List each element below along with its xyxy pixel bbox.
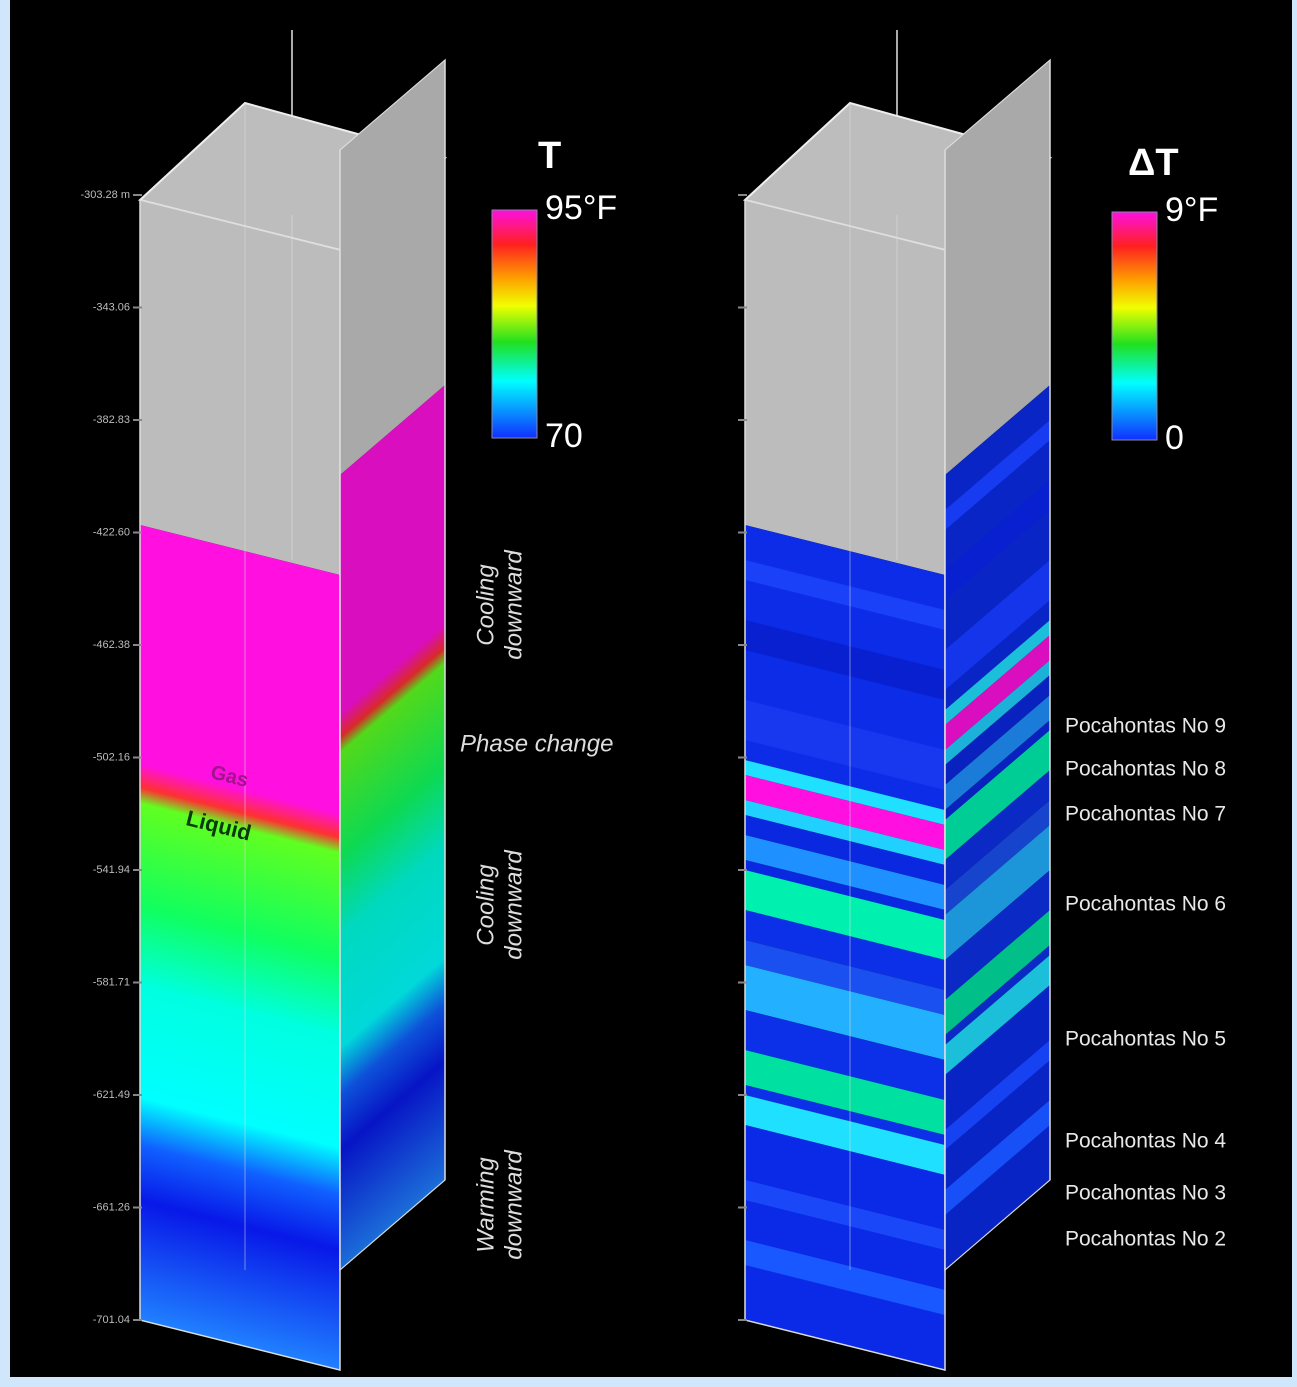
depth-label: -701.04	[93, 1314, 130, 1326]
depth-label: -541.94	[93, 864, 130, 876]
annotation: downward	[500, 1150, 527, 1260]
legend-max: 9°F	[1165, 191, 1218, 229]
legend-min: 0	[1165, 419, 1184, 457]
column-delta	[745, 30, 1050, 1370]
side-face	[945, 60, 1050, 1270]
depth-label: -382.83	[93, 414, 130, 426]
legend-max: 95°F	[545, 189, 617, 227]
legend-title: ΔT	[1128, 142, 1179, 184]
gray-section	[745, 200, 945, 575]
temperature-section	[140, 525, 340, 1370]
seam-label: Pocahontas No 6	[1065, 893, 1226, 916]
depth-label: -502.16	[93, 751, 130, 763]
annotation: Warming	[472, 1157, 499, 1253]
annotation: downward	[500, 850, 527, 960]
colorbar	[492, 210, 537, 438]
gray-section	[140, 200, 340, 575]
depth-label: -661.26	[93, 1201, 130, 1213]
temperature-section	[340, 385, 445, 1270]
depth-label: -462.38	[93, 639, 130, 651]
depth-label: -422.60	[93, 526, 130, 538]
seam-label: Pocahontas No 2	[1065, 1228, 1226, 1251]
seam-label: Pocahontas No 9	[1065, 715, 1226, 738]
seam-label: Pocahontas No 5	[1065, 1028, 1226, 1051]
annotation: downward	[500, 550, 527, 660]
page: T 95°F 70 ΔT 9°F 0 Gas Liquid -303.28 m-…	[0, 0, 1297, 1387]
depth-label: -303.28 m	[80, 189, 130, 201]
seam-label: Pocahontas No 4	[1065, 1130, 1226, 1153]
annotation: Cooling	[472, 864, 499, 946]
legend-min: 70	[545, 417, 583, 455]
seam-label: Pocahontas No 8	[1065, 758, 1226, 781]
front-face	[745, 200, 945, 1370]
depth-label: -343.06	[93, 301, 130, 313]
colorbar	[1112, 212, 1157, 440]
depth-label: -621.49	[93, 1089, 130, 1101]
side-face	[340, 60, 445, 1270]
seam-label: Pocahontas No 7	[1065, 803, 1226, 826]
annotation: Cooling	[472, 564, 499, 646]
figure: T 95°F 70 ΔT 9°F 0 Gas Liquid -303.28 m-…	[0, 0, 1297, 1387]
annotation: Phase change	[460, 730, 613, 757]
legend-title: T	[538, 135, 561, 177]
column-temperature	[140, 30, 445, 1370]
seam-label: Pocahontas No 3	[1065, 1182, 1226, 1205]
depth-label: -581.71	[93, 976, 130, 988]
